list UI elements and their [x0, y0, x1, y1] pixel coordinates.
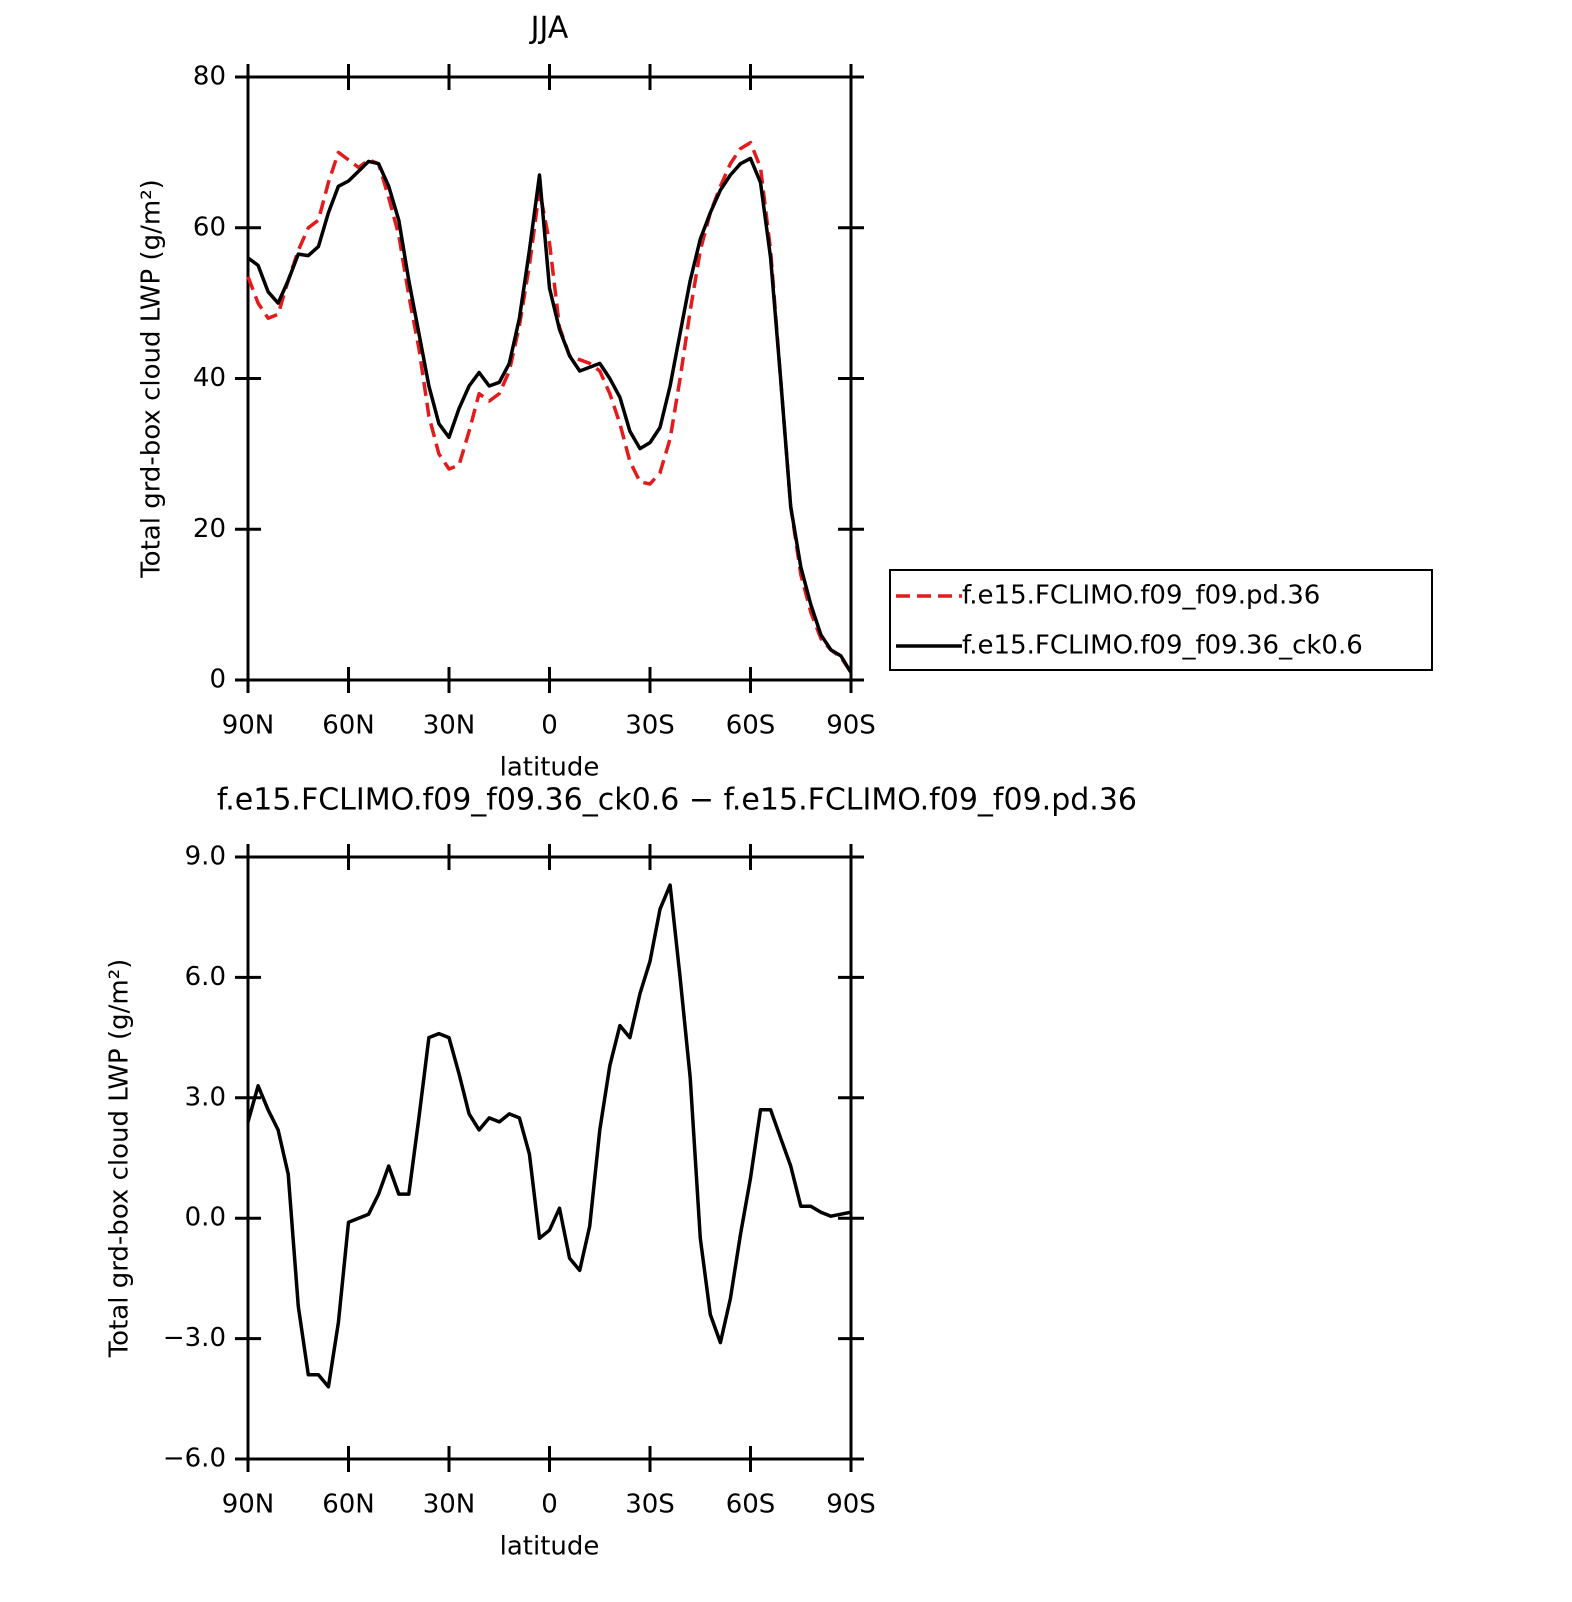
y-tick-label: 80 — [193, 62, 226, 92]
y-tick-label: 0.0 — [185, 1203, 226, 1233]
x-tick-label: 90N — [222, 1490, 275, 1520]
data-line — [246, 156, 853, 674]
x-tick-label: 60S — [726, 711, 776, 741]
x-axis-label: latitude — [500, 753, 600, 783]
x-tick-label: 90S — [826, 1490, 876, 1520]
y-tick-label: −3.0 — [163, 1323, 226, 1353]
y-axis-label: Total grd-box cloud LWP (g/m²) — [137, 179, 167, 579]
y-tick-label: 9.0 — [185, 842, 226, 872]
x-tick-label: 0 — [541, 1490, 558, 1520]
y-tick-label: 6.0 — [185, 962, 226, 992]
x-tick-label: 30S — [625, 711, 675, 741]
data-line — [246, 140, 853, 674]
y-axis-label: Total grd-box cloud LWP (g/m²) — [105, 959, 135, 1359]
x-tick-label: 90N — [222, 711, 275, 741]
x-tick-label: 60N — [322, 1490, 375, 1520]
y-tick-label: −6.0 — [163, 1444, 226, 1474]
data-line — [246, 883, 852, 1389]
plot-frame — [246, 75, 853, 682]
x-tick-label: 60N — [322, 711, 375, 741]
y-tick-label: 20 — [193, 514, 226, 544]
chart-title: f.e15.FCLIMO.f09_f09.36_ck0.6 − f.e15.FC… — [217, 783, 1137, 818]
x-tick-label: 90S — [826, 711, 876, 741]
x-tick-label: 30N — [423, 711, 476, 741]
x-tick-label: 30S — [625, 1490, 675, 1520]
y-tick-label: 3.0 — [185, 1082, 226, 1112]
y-tick-label: 0 — [209, 665, 226, 695]
legend-box — [889, 569, 1433, 671]
x-tick-label: 60S — [726, 1490, 776, 1520]
plot-frame — [246, 855, 853, 1461]
x-axis-label: latitude — [500, 1532, 600, 1562]
x-tick-label: 0 — [541, 711, 558, 741]
chart-title: JJA — [529, 11, 569, 46]
legend-label: f.e15.FCLIMO.f09_f09.pd.36 — [962, 581, 1320, 611]
x-tick-label: 30N — [423, 1490, 476, 1520]
legend-label: f.e15.FCLIMO.f09_f09.36_ck0.6 — [962, 631, 1363, 661]
y-tick-label: 60 — [193, 212, 226, 242]
y-tick-label: 40 — [193, 363, 226, 393]
